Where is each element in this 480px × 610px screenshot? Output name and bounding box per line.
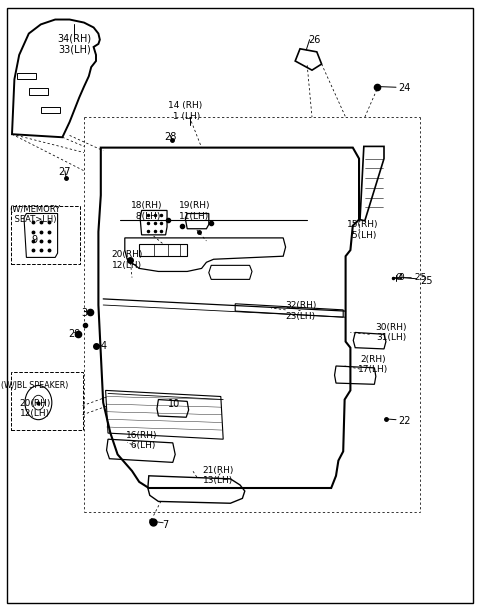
Text: 14 (RH)
 1 (LH): 14 (RH) 1 (LH) — [168, 101, 202, 121]
Text: 30(RH)
31(LH): 30(RH) 31(LH) — [375, 323, 407, 342]
FancyBboxPatch shape — [11, 206, 80, 264]
Text: 34(RH)
33(LH): 34(RH) 33(LH) — [57, 33, 92, 55]
Text: 18(RH)
 8(LH): 18(RH) 8(LH) — [131, 201, 162, 221]
Text: 7: 7 — [162, 520, 169, 529]
Text: (W/JBL SPEAKER): (W/JBL SPEAKER) — [1, 381, 68, 390]
Text: 2(RH)
17(LH): 2(RH) 17(LH) — [358, 355, 389, 375]
Text: 3: 3 — [81, 308, 87, 318]
Text: (W/MEMORY
 SEAT>LH): (W/MEMORY SEAT>LH) — [9, 205, 60, 224]
Text: 9: 9 — [32, 235, 37, 245]
Text: 28: 28 — [164, 132, 177, 142]
Text: 27: 27 — [59, 167, 71, 177]
Text: 19(RH)
11(LH): 19(RH) 11(LH) — [179, 201, 210, 221]
Text: 16(RH)
 6(LH): 16(RH) 6(LH) — [126, 431, 157, 450]
Text: 20(RH)
12(LH): 20(RH) 12(LH) — [111, 250, 143, 270]
Text: 25: 25 — [420, 276, 432, 285]
Polygon shape — [150, 518, 155, 524]
Text: 10: 10 — [168, 399, 180, 409]
Text: 20(RH)
12(LH): 20(RH) 12(LH) — [19, 399, 50, 418]
Text: 22: 22 — [398, 416, 411, 426]
Text: 26: 26 — [308, 35, 321, 45]
Text: 29: 29 — [68, 329, 81, 339]
Bar — [11, 372, 83, 430]
Text: 24: 24 — [398, 84, 411, 93]
Text: 32(RH)
23(LH): 32(RH) 23(LH) — [285, 301, 316, 321]
Text: 4: 4 — [100, 342, 106, 351]
Text: 0: 0 — [398, 273, 404, 282]
Text: 15(RH)
 5(LH): 15(RH) 5(LH) — [347, 220, 378, 240]
Text: 21(RH)
13(LH): 21(RH) 13(LH) — [203, 466, 234, 486]
Text: Ø— 25: Ø— 25 — [396, 273, 426, 282]
